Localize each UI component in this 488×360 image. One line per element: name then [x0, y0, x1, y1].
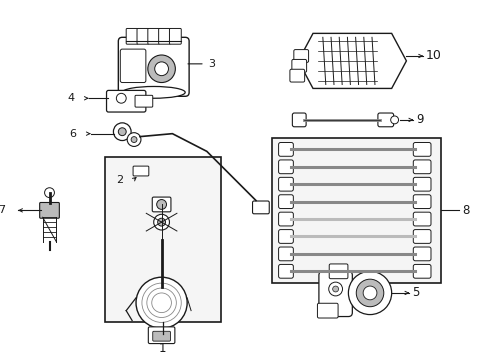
Circle shape: [116, 93, 126, 103]
Text: 10: 10: [425, 49, 441, 63]
Circle shape: [328, 282, 342, 296]
Circle shape: [332, 286, 338, 292]
FancyBboxPatch shape: [278, 160, 293, 174]
Text: 2: 2: [116, 175, 123, 185]
FancyBboxPatch shape: [135, 95, 152, 107]
Circle shape: [390, 116, 398, 124]
FancyBboxPatch shape: [147, 28, 159, 44]
Circle shape: [118, 128, 126, 136]
FancyBboxPatch shape: [328, 264, 347, 279]
FancyBboxPatch shape: [169, 28, 181, 44]
Text: 5: 5: [411, 287, 419, 300]
FancyBboxPatch shape: [318, 271, 352, 316]
FancyBboxPatch shape: [118, 37, 189, 96]
FancyBboxPatch shape: [252, 201, 269, 214]
Circle shape: [363, 286, 376, 300]
Polygon shape: [298, 33, 406, 89]
Bar: [104, 157, 220, 323]
Text: 8: 8: [462, 204, 469, 217]
Text: 9: 9: [415, 113, 423, 126]
Circle shape: [147, 55, 175, 82]
Circle shape: [127, 133, 141, 147]
Circle shape: [113, 123, 131, 140]
Circle shape: [44, 188, 54, 198]
FancyBboxPatch shape: [291, 59, 306, 72]
FancyBboxPatch shape: [412, 212, 430, 226]
FancyBboxPatch shape: [412, 230, 430, 243]
FancyBboxPatch shape: [148, 327, 175, 343]
FancyBboxPatch shape: [278, 177, 293, 191]
FancyBboxPatch shape: [278, 143, 293, 156]
FancyBboxPatch shape: [158, 28, 170, 44]
FancyBboxPatch shape: [40, 202, 59, 218]
FancyBboxPatch shape: [412, 160, 430, 174]
Circle shape: [136, 277, 187, 328]
FancyBboxPatch shape: [317, 303, 337, 318]
FancyBboxPatch shape: [278, 265, 293, 278]
FancyBboxPatch shape: [412, 247, 430, 261]
Text: 1: 1: [159, 342, 166, 355]
FancyBboxPatch shape: [377, 113, 393, 127]
FancyBboxPatch shape: [289, 69, 304, 82]
FancyBboxPatch shape: [137, 28, 148, 44]
FancyBboxPatch shape: [126, 28, 138, 44]
FancyBboxPatch shape: [106, 90, 145, 112]
FancyBboxPatch shape: [152, 331, 170, 341]
FancyBboxPatch shape: [278, 230, 293, 243]
Text: 4: 4: [67, 93, 74, 103]
Text: 3: 3: [207, 59, 214, 69]
FancyBboxPatch shape: [412, 265, 430, 278]
FancyBboxPatch shape: [152, 197, 171, 212]
Circle shape: [356, 279, 383, 307]
Circle shape: [156, 199, 166, 210]
Bar: [271, 138, 440, 283]
Circle shape: [131, 136, 137, 143]
FancyBboxPatch shape: [278, 195, 293, 208]
Circle shape: [157, 218, 165, 226]
FancyBboxPatch shape: [278, 212, 293, 226]
Ellipse shape: [122, 86, 185, 98]
Text: 6: 6: [69, 129, 76, 139]
FancyBboxPatch shape: [278, 247, 293, 261]
FancyBboxPatch shape: [293, 50, 308, 62]
FancyBboxPatch shape: [133, 166, 148, 176]
FancyBboxPatch shape: [412, 143, 430, 156]
FancyBboxPatch shape: [120, 49, 145, 82]
Circle shape: [347, 271, 391, 315]
Circle shape: [153, 214, 169, 230]
Text: 7: 7: [0, 205, 5, 215]
FancyBboxPatch shape: [412, 177, 430, 191]
FancyBboxPatch shape: [412, 195, 430, 208]
Circle shape: [154, 62, 168, 76]
FancyBboxPatch shape: [292, 113, 305, 127]
